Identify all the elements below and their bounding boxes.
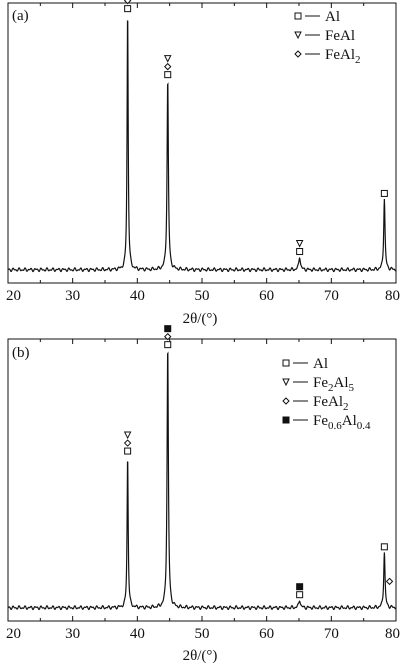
legend-marker-b-1 — [282, 378, 290, 387]
x-tick-label-b-60: 60 — [259, 626, 274, 642]
x-ticks-a: 20 30 40 50 60 70 80 — [6, 3, 400, 304]
square-open-marker-b-1-2 — [164, 341, 172, 349]
diffraction-pattern-b — [7, 351, 397, 611]
plot-frame-a — [7, 2, 397, 284]
legend-marker-b-2 — [282, 397, 290, 405]
square-open-marker-b-0-2 — [124, 447, 132, 455]
panel-label-b: (b) — [12, 345, 30, 361]
diamond-open-marker-a-1-1 — [164, 62, 172, 71]
x-tick-label-a-60: 60 — [259, 288, 274, 304]
x-tick-label-a-30: 30 — [65, 288, 80, 304]
diamond-open-marker-b-1-1 — [164, 332, 172, 341]
x-tick-label-a-80: 80 — [385, 288, 400, 304]
square-open-marker-a-1-2 — [164, 71, 172, 79]
legend-label-b-2: FeAl2 — [313, 394, 349, 413]
x-tick-label-a-70: 70 — [324, 288, 339, 304]
legend-marker-a-0 — [294, 12, 302, 20]
x-tick-label-b-20: 20 — [6, 626, 21, 642]
x-ticks-b: 20 30 40 50 60 70 80 — [6, 339, 400, 642]
square-open-marker-a-0-1 — [124, 5, 132, 13]
x-axis-title-a: 2θ/(°) — [183, 311, 218, 327]
x-axis-title-b: 2θ/(°) — [183, 648, 218, 664]
square-filled-marker-b-2-0 — [296, 583, 304, 591]
square-open-marker-b-3-0 — [380, 543, 388, 551]
panel-label-a: (a) — [12, 8, 29, 24]
legend-marker-a-1 — [294, 31, 302, 40]
legend-marker-b-3 — [282, 416, 290, 424]
x-tick-label-b-30: 30 — [65, 626, 80, 642]
square-filled-marker-b-1-0 — [164, 325, 172, 333]
triangle-down-open-marker-b-0-0 — [123, 431, 132, 440]
triangle-down-open-marker-a-2-0 — [295, 240, 304, 248]
diffraction-pattern-a — [7, 20, 397, 273]
x-tick-label-a-50: 50 — [195, 288, 210, 304]
legend-label-a-2: FeAl2 — [325, 47, 361, 66]
legend-label-b-3: Fe0.6Al0.4 — [313, 413, 371, 432]
legend-marker-a-2 — [294, 50, 302, 58]
legend-marker-b-0 — [282, 359, 290, 367]
legend-a: Al FeAl FeAl2 — [294, 9, 361, 66]
x-tick-label-a-40: 40 — [130, 288, 145, 304]
square-open-marker-a-3-0 — [380, 189, 388, 197]
square-open-marker-a-2-1 — [296, 248, 304, 256]
legend-label-a-0: Al — [325, 9, 340, 25]
x-tick-label-a-20: 20 — [6, 288, 21, 304]
diamond-open-marker-b-0-1 — [123, 439, 132, 447]
x-tick-label-b-80: 80 — [385, 626, 400, 642]
peak-markers-a — [123, 0, 388, 256]
square-open-marker-b-2-1 — [296, 591, 304, 599]
legend-label-a-1: FeAl — [325, 28, 355, 44]
panel-a: (a) 20 30 40 50 60 70 80 Al FeAl FeAl2 2θ/(°) — [6, 0, 400, 327]
triangle-down-open-marker-a-1-0 — [163, 55, 172, 63]
diamond-open-marker-a-0-0 — [123, 0, 132, 5]
x-tick-label-b-70: 70 — [324, 626, 339, 642]
x-tick-label-b-50: 50 — [195, 626, 210, 642]
x-tick-label-b-40: 40 — [130, 626, 145, 642]
panel-b: (b) 20 30 40 50 60 70 80 Al Fe2Al5FeAl2Fe0.6Al0… — [6, 325, 400, 664]
legend-label-b-1: Fe2Al5 — [313, 375, 355, 394]
diamond-open-marker-b-4-0 — [385, 577, 394, 586]
legend-label-b-0: Al — [313, 356, 328, 372]
peak-markers-b — [123, 325, 394, 599]
